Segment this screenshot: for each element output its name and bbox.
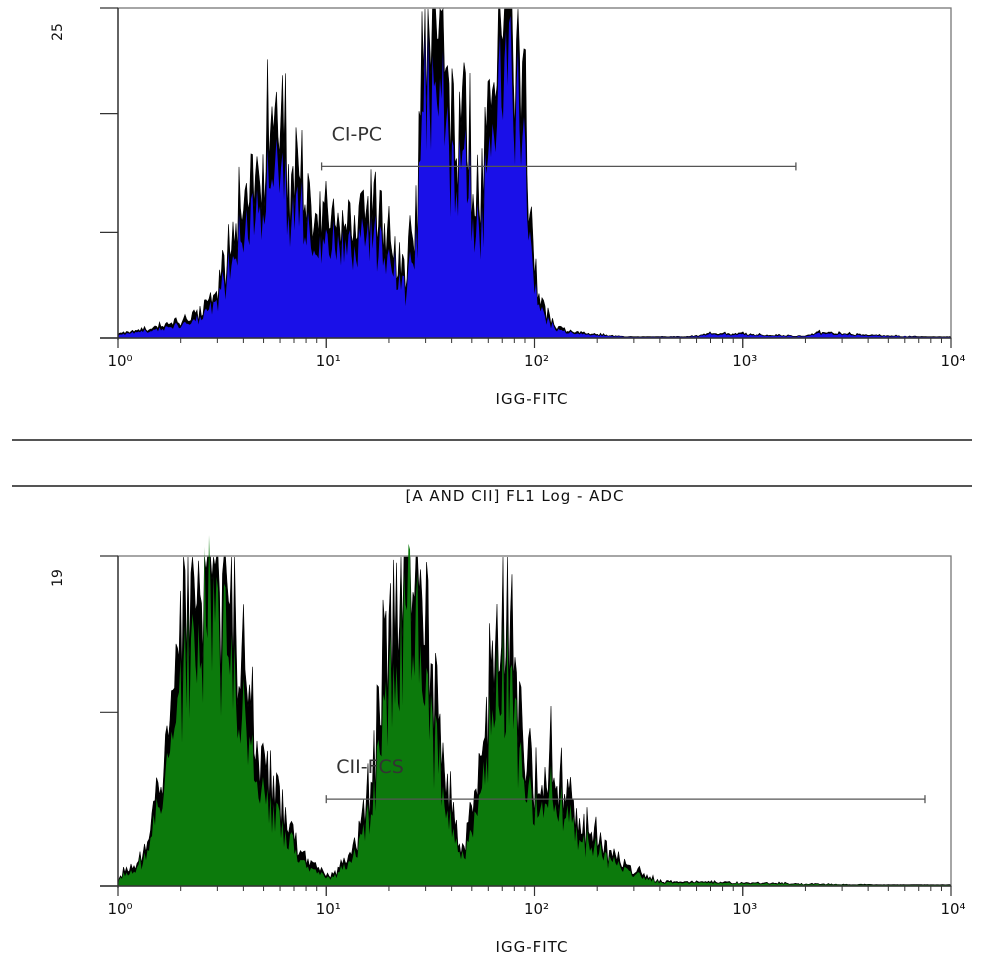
gate-label: CI-PC <box>332 123 382 145</box>
y-max-label-bottom: 19 <box>50 569 66 587</box>
x-tick-label: 10¹ <box>316 352 341 370</box>
chart-top: 10⁰ 10¹ 10² 10³ 10⁴ CI-PC 25 IGG-FITC <box>50 7 966 408</box>
x-tick-label: 10³ <box>732 900 757 918</box>
gate-label: CII-FCS <box>336 756 404 778</box>
x-axis-title-bottom: IGG-FITC <box>496 938 569 956</box>
x-axis-title-top: IGG-FITC <box>496 390 569 408</box>
x-tick-label: 10¹ <box>316 900 341 918</box>
section-title: [A AND CII] FL1 Log - ADC <box>406 487 625 505</box>
gate-marker-top: CI-PC <box>320 123 797 171</box>
x-tick-label: 10⁴ <box>940 352 965 370</box>
histogram-fill-top <box>118 15 951 339</box>
x-tick-label: 10⁰ <box>107 352 132 370</box>
chart-bottom: 10⁰ 10¹ 10² 10³ 10⁴ CII-FCS 19 IGG-FITC <box>50 535 966 956</box>
x-tick-label: 10⁰ <box>107 900 132 918</box>
x-tick-label: 10² <box>524 900 549 918</box>
x-tick-label: 10³ <box>732 352 757 370</box>
histogram-fill-bottom <box>118 535 951 886</box>
plot-area-top: 10⁰ 10¹ 10² 10³ 10⁴ CI-PC <box>100 7 966 370</box>
plot-area-bottom: 10⁰ 10¹ 10² 10³ 10⁴ CII-FCS <box>100 535 966 918</box>
x-axis-bottom: 10⁰ 10¹ 10² 10³ 10⁴ <box>100 555 966 918</box>
x-tick-label: 10² <box>524 352 549 370</box>
y-max-label-top: 25 <box>50 23 66 41</box>
x-tick-label: 10⁴ <box>940 900 965 918</box>
gate-marker-bottom: CII-FCS <box>325 756 926 804</box>
x-axis-top: 10⁰ 10¹ 10² 10³ 10⁴ <box>100 7 966 370</box>
